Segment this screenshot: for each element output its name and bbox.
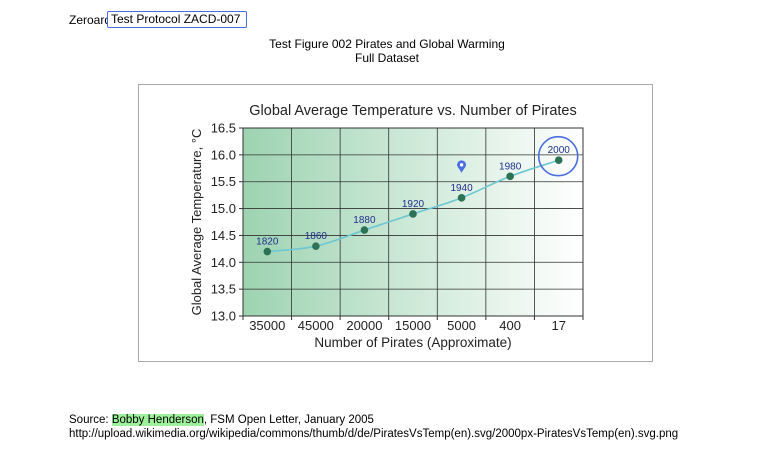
year-label: 1920 — [402, 199, 425, 210]
map-pin-icon — [457, 160, 467, 173]
data-point — [263, 247, 272, 256]
year-label: 1940 — [450, 183, 473, 194]
year-label: 1980 — [499, 161, 522, 172]
annotations — [457, 135, 579, 177]
figure-title-line2: Full Dataset — [354, 50, 420, 65]
source-suffix: , FSM Open Letter, January 2005 — [203, 414, 374, 426]
chart-title: Global Average Temperature vs. Number of… — [249, 103, 577, 119]
data-point — [409, 210, 417, 218]
y-tick-label: 13.5 — [211, 282, 236, 297]
map-pin-shape — [457, 160, 467, 173]
x-tick-label: 17 — [551, 318, 565, 333]
y-tick-label: 16.0 — [211, 147, 236, 162]
year-label: 1880 — [353, 215, 376, 226]
header-line: ZeroardTest Protocol ZACD-007 — [69, 11, 248, 29]
y-tick-label: 13.0 — [211, 309, 236, 324]
axes — [239, 127, 584, 320]
x-tick-label: 35000 — [249, 318, 285, 333]
year-labels: 1820 1860 1880 1920 1940 1980 2000 — [256, 145, 570, 247]
data-point — [360, 226, 369, 234]
year-label: 1820 — [256, 237, 279, 248]
x-tick-label: 5000 — [447, 318, 476, 333]
grid-lines — [243, 127, 583, 317]
x-tick-label: 400 — [499, 318, 521, 333]
source-author[interactable]: Bobby Henderson — [111, 414, 204, 426]
pirates-temperature-chart: Global Average Temperature vs. Number of… — [189, 103, 584, 350]
data-point — [506, 172, 514, 181]
y-tick-label: 14.0 — [211, 255, 236, 270]
figure-title: Test Figure 002 Pirates and Global Warmi… — [0, 37, 774, 65]
figure-title-line1: Test Figure 002 Pirates and Global Warmi… — [269, 37, 505, 51]
plot-border — [242, 127, 584, 317]
data-point — [554, 156, 563, 165]
year-label: 2000 — [548, 145, 571, 156]
data-point — [312, 242, 320, 250]
highlight-circle — [537, 135, 579, 177]
app-name: Zeroard — [69, 13, 107, 27]
source-prefix: Source: — [69, 414, 112, 426]
y-tick-label: 15.5 — [211, 174, 236, 189]
chart-frame: Global Average Temperature vs. Number of… — [138, 84, 653, 362]
document-title[interactable]: Test Protocol ZACD-007 — [107, 11, 248, 28]
y-tick-label: 14.5 — [211, 228, 236, 243]
source-url[interactable]: http://upload.wikimedia.org/wikipedia/co… — [69, 428, 679, 440]
y-tick-labels: 13.0 13.5 14.0 14.5 15.0 15.5 16.0 16.5 — [211, 121, 236, 324]
plot-background — [243, 128, 583, 316]
y-tick-label: 16.5 — [211, 121, 236, 136]
source-citation: Source: Bobby Henderson, FSM Open Letter… — [69, 413, 678, 441]
data-points — [263, 156, 563, 256]
x-tick-label: 45000 — [298, 318, 334, 333]
y-axis-label: Global Average Temperature, °C — [189, 129, 204, 316]
x-tick-label: 15000 — [395, 318, 431, 333]
x-tick-label: 20000 — [346, 318, 382, 333]
map-pin-dot — [459, 163, 464, 167]
x-tick-labels: 35000 45000 20000 15000 5000 400 17 — [249, 318, 566, 333]
x-axis-label: Number of Pirates (Approximate) — [314, 335, 511, 350]
y-tick-label: 15.0 — [211, 201, 236, 216]
year-label: 1860 — [305, 231, 328, 242]
data-point — [457, 194, 466, 202]
